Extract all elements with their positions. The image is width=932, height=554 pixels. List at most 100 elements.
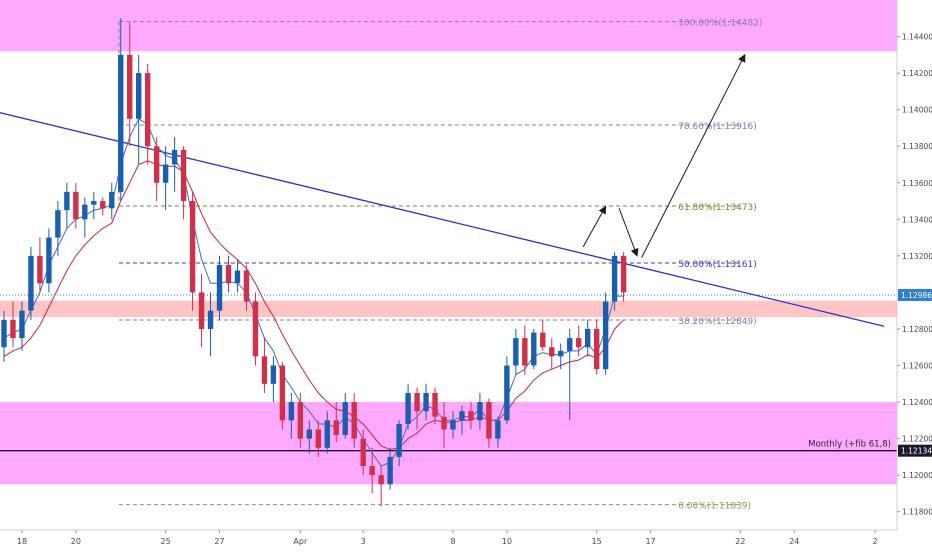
candle[interactable] — [100, 197, 106, 216]
candle-body — [324, 420, 330, 448]
candle[interactable] — [486, 398, 492, 448]
monthly-tag-bg — [898, 444, 932, 457]
candle[interactable] — [540, 319, 546, 351]
candle-body — [100, 201, 106, 209]
candle[interactable] — [270, 356, 277, 403]
candle[interactable] — [10, 301, 16, 348]
candle[interactable] — [37, 237, 43, 293]
candle-body — [620, 255, 627, 293]
candle[interactable] — [1, 310, 7, 362]
candle[interactable] — [306, 420, 313, 454]
candle[interactable] — [342, 392, 348, 439]
candle[interactable] — [261, 338, 268, 393]
candle-body — [423, 392, 429, 412]
candle-body — [180, 149, 187, 202]
trendline[interactable] — [0, 111, 885, 327]
y-tick-label: 1.12400 — [902, 398, 932, 407]
candle[interactable] — [369, 447, 375, 494]
candle[interactable] — [225, 255, 232, 293]
candle[interactable] — [243, 265, 250, 311]
y-tick-label: 1.12000 — [902, 471, 932, 480]
candle-body — [189, 201, 196, 293]
candle[interactable] — [153, 137, 160, 202]
candle[interactable] — [28, 246, 34, 320]
candle-body — [549, 347, 555, 357]
candle[interactable] — [73, 182, 79, 229]
candle[interactable] — [567, 328, 573, 421]
candle[interactable] — [593, 319, 600, 375]
candle[interactable] — [82, 197, 88, 238]
x-tick-label: 20 — [71, 537, 81, 546]
candle[interactable] — [611, 252, 618, 311]
candle-body — [611, 255, 618, 302]
candle-body — [342, 402, 348, 435]
candle[interactable] — [324, 411, 330, 454]
candle[interactable] — [549, 338, 555, 370]
candle-body — [387, 456, 393, 485]
candle-body — [198, 292, 205, 329]
candle[interactable] — [234, 259, 241, 293]
candle[interactable] — [162, 146, 169, 211]
candle[interactable] — [297, 392, 304, 448]
candle[interactable] — [405, 383, 411, 430]
candle[interactable] — [558, 343, 564, 370]
candle-body — [153, 146, 160, 183]
x-tick-label: 2 — [872, 537, 877, 546]
candle-body — [315, 429, 321, 448]
candle[interactable] — [288, 392, 295, 439]
candle-body — [279, 365, 286, 421]
candle[interactable] — [279, 361, 286, 430]
candle[interactable] — [189, 191, 196, 311]
candle[interactable] — [19, 301, 25, 351]
candle[interactable] — [441, 402, 447, 448]
candle[interactable] — [351, 392, 357, 448]
candle[interactable] — [522, 325, 528, 375]
candle[interactable] — [198, 274, 205, 348]
candle[interactable] — [531, 328, 537, 370]
candle-body — [495, 420, 501, 439]
candle[interactable] — [450, 411, 456, 439]
fib-label: 50.00%(1.13161) — [678, 260, 757, 270]
candle[interactable] — [127, 21, 133, 147]
candle[interactable] — [136, 54, 142, 165]
candle[interactable] — [423, 383, 429, 421]
candle[interactable] — [180, 146, 187, 220]
candle[interactable] — [252, 292, 259, 366]
candle[interactable] — [315, 420, 321, 457]
candle[interactable] — [216, 255, 223, 320]
fib-label: 100.00%(1.14482) — [678, 19, 762, 29]
candle[interactable] — [360, 429, 366, 476]
projection-arrow — [618, 208, 639, 257]
candle[interactable] — [459, 405, 465, 435]
candle[interactable] — [602, 292, 609, 375]
candle[interactable] — [387, 447, 393, 490]
candle[interactable] — [46, 228, 52, 293]
candle[interactable] — [477, 392, 483, 430]
candle[interactable] — [378, 466, 384, 507]
candle[interactable] — [513, 328, 519, 375]
price-tag-bg — [898, 288, 932, 301]
candle[interactable] — [207, 292, 214, 357]
candle[interactable] — [468, 402, 474, 430]
candle[interactable] — [495, 416, 501, 448]
candle[interactable] — [414, 387, 420, 430]
candle[interactable] — [504, 356, 510, 424]
candle[interactable] — [396, 420, 402, 467]
candle[interactable] — [91, 191, 97, 220]
candle[interactable] — [620, 252, 627, 302]
candle[interactable] — [109, 182, 115, 220]
zones-layer — [0, 0, 897, 485]
candle[interactable] — [64, 182, 70, 229]
candle[interactable] — [432, 387, 438, 424]
candle[interactable] — [333, 402, 339, 443]
y-tick-label: 1.12800 — [902, 325, 932, 334]
candle[interactable] — [576, 325, 582, 357]
candle[interactable] — [171, 137, 178, 192]
candle[interactable] — [144, 63, 151, 165]
candle[interactable] — [55, 201, 61, 256]
candle[interactable] — [118, 18, 124, 202]
candle-body — [243, 270, 250, 302]
candle[interactable] — [584, 319, 591, 357]
